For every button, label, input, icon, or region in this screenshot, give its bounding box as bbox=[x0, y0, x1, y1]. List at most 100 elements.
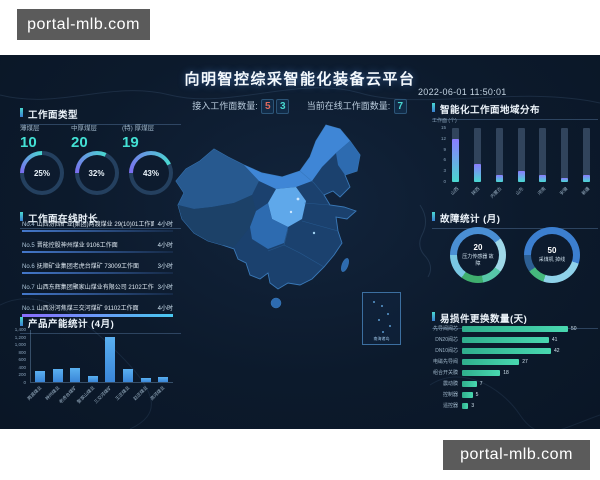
fault-donut-label: 采煤机 掉线 bbox=[538, 257, 566, 264]
duration-underline-bar bbox=[22, 314, 173, 317]
online-count-digits: 7 bbox=[393, 99, 408, 115]
stat-digit: 7 bbox=[393, 99, 407, 115]
wear-row: 组合开关膜 18 bbox=[420, 369, 592, 376]
duration-value: 4小时 bbox=[157, 222, 173, 228]
capacity-x-labels: 两渡煤业 神州煤业 老虎台煤矿 聚家山煤业 三交河煤矿 王庄煤业 赵庄煤业 高河煤业 bbox=[26, 385, 172, 404]
wear-part-label: 组合开关膜 bbox=[432, 370, 458, 376]
capacity-y-tick: 600 bbox=[18, 357, 26, 363]
percent-ring-inner: 32% bbox=[78, 155, 115, 191]
percent-ring: 43% bbox=[129, 151, 173, 195]
percent-ring-value: 32% bbox=[88, 168, 105, 178]
capacity-bar bbox=[52, 369, 63, 382]
map-marker bbox=[312, 231, 316, 235]
duration-row-line: No.7 山西东辉集团聚家山煤业有限公司 2102工作面 3小时 bbox=[22, 282, 173, 291]
list-item: No.4 山西汾西矿业(集团)两渡煤业 29(10)01工作面 4小时 bbox=[22, 219, 173, 232]
region-bar-fill bbox=[495, 174, 503, 182]
world-map-background bbox=[0, 87, 600, 429]
region-y-tick: 6 bbox=[443, 157, 446, 163]
fault-donut: 50 采煤机 掉线 bbox=[524, 227, 580, 283]
workface-type-label: 中厚煤层 bbox=[71, 125, 97, 132]
capacity-y-axis: 1,400 1,200 1,000 800 600 400 200 0 bbox=[6, 327, 26, 385]
region-bar-fill bbox=[583, 174, 590, 182]
capacity-y-tick: 1,000 bbox=[14, 342, 26, 348]
fault-donut: 20 压力传感器 故障 bbox=[450, 227, 506, 283]
capacity-bar bbox=[105, 337, 116, 382]
map-inset-south-china-sea: 南海诸岛 bbox=[362, 292, 401, 345]
wear-bar bbox=[462, 402, 469, 409]
wear-part-label: 遥控器 bbox=[442, 403, 458, 409]
wear-part-label: 震动膜 bbox=[442, 381, 458, 387]
duration-rank: No.6 bbox=[22, 264, 35, 270]
wear-part-label: DN10阀芯 bbox=[435, 348, 458, 354]
duration-underline-bar bbox=[22, 230, 173, 232]
capacity-bar bbox=[70, 367, 81, 382]
wear-bar bbox=[462, 369, 501, 376]
list-item: No.7 山西东辉集团聚家山煤业有限公司 2102工作面 3小时 bbox=[22, 282, 173, 295]
region-bar-track bbox=[539, 128, 547, 182]
wear-row: 先导阀阀芯 50 bbox=[420, 325, 592, 332]
region-bar-chart bbox=[452, 128, 590, 182]
stat-digit: 3 bbox=[276, 99, 290, 115]
wear-value: 7 bbox=[479, 380, 483, 387]
capacity-y-tick: 1,200 bbox=[14, 334, 26, 340]
capacity-y-tick: 400 bbox=[18, 364, 26, 370]
online-duration-list: No.4 山西汾西矿业(集团)两渡煤业 29(10)01工作面 4小时 No.5 晋能控… bbox=[22, 219, 173, 325]
province-borders bbox=[267, 170, 339, 268]
region-bar-track bbox=[583, 128, 590, 182]
wear-value: 3 bbox=[471, 402, 475, 409]
fault-donut-inner: 20 压力传感器 故障 bbox=[457, 234, 499, 276]
duration-workface-name: 山西汾西矿业(集团)两渡煤业 29(10)01工作面 bbox=[36, 222, 154, 228]
percent-ring: 25% bbox=[20, 151, 64, 195]
wear-bar bbox=[462, 347, 551, 354]
panel-title-workface-type: 工作面类型 bbox=[20, 107, 181, 125]
wear-bar bbox=[462, 336, 549, 343]
workface-type-item: 中厚煤层 20 bbox=[71, 122, 122, 151]
wear-parts-bar-chart: 先导阀阀芯 50 DN20阀芯 41 DN10阀芯 42 电磁先导阀 27 组合开关膜 18 震动膜… bbox=[420, 325, 592, 413]
region-bar-fill bbox=[561, 178, 569, 182]
capacity-bar bbox=[140, 377, 151, 382]
duration-workface-name: 晋能控股神州煤业 9106工作面 bbox=[36, 243, 118, 249]
wear-part-label: DN20阀芯 bbox=[435, 337, 458, 343]
page-title: 向明智控综采智能化装备云平台 bbox=[184, 71, 416, 88]
capacity-bar bbox=[35, 370, 45, 382]
region-bar-track bbox=[517, 128, 525, 182]
wear-row: DN10阀芯 42 bbox=[420, 347, 592, 354]
list-item: No.6 抚顺矿业集团老虎台煤矿 73009工作面 3小时 bbox=[22, 261, 173, 274]
wear-bar bbox=[462, 391, 473, 398]
hainan bbox=[270, 297, 282, 309]
percent-ring-value: 43% bbox=[142, 168, 159, 178]
duration-underline-bar bbox=[22, 293, 173, 295]
region-bar-track bbox=[495, 128, 503, 182]
duration-value: 3小时 bbox=[157, 285, 173, 291]
wear-part-label: 电磁先导阀 bbox=[432, 359, 458, 365]
province-northeast bbox=[336, 141, 360, 175]
online-count-label: 当前在线工作面数量: bbox=[306, 101, 391, 111]
province-inner-mongolia bbox=[244, 125, 350, 189]
map-inset-label: 南海诸岛 bbox=[373, 336, 390, 341]
watermark-bottom: portal-mlb.com bbox=[443, 440, 590, 470]
duration-rank: No.5 bbox=[22, 243, 35, 249]
capacity-bar bbox=[87, 376, 98, 382]
taiwan bbox=[341, 258, 349, 272]
wear-bar bbox=[462, 380, 477, 387]
region-bar-fill bbox=[539, 174, 547, 182]
watermark-top: portal-mlb.com bbox=[17, 9, 150, 40]
fault-donut-value: 50 bbox=[547, 246, 557, 256]
duration-value: 4小时 bbox=[157, 306, 173, 312]
workface-type-value: 10 bbox=[20, 134, 37, 151]
region-y-tick: 3 bbox=[443, 168, 446, 174]
list-item: No.1 山西汾河焦煤三交河煤矿 91102工作面 4小时 bbox=[22, 303, 173, 317]
fault-donut-inner: 50 采煤机 掉线 bbox=[531, 234, 573, 276]
wear-part-label: 控制器 bbox=[442, 392, 458, 398]
duration-row-line: No.1 山西汾河焦煤三交河煤矿 91102工作面 4小时 bbox=[22, 303, 173, 312]
workface-type-item: 薄煤层 10 bbox=[20, 122, 71, 151]
wear-value: 5 bbox=[475, 391, 479, 398]
capacity-bar-chart bbox=[30, 330, 173, 383]
duration-underline-bar bbox=[22, 251, 173, 253]
panel-title-region-distribution: 智能化工作面地域分布 bbox=[432, 102, 598, 120]
region-x-labels: 山西 陕西 内蒙古 山东 河南 安徽 新疆 bbox=[449, 186, 590, 202]
region-y-tick: 15 bbox=[440, 125, 446, 130]
duration-workface-name: 抚顺矿业集团老虎台煤矿 73009工作面 bbox=[36, 264, 140, 270]
fault-donut-label: 压力传感器 故障 bbox=[462, 254, 494, 267]
